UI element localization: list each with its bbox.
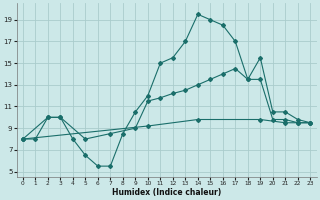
X-axis label: Humidex (Indice chaleur): Humidex (Indice chaleur) [112, 188, 221, 197]
